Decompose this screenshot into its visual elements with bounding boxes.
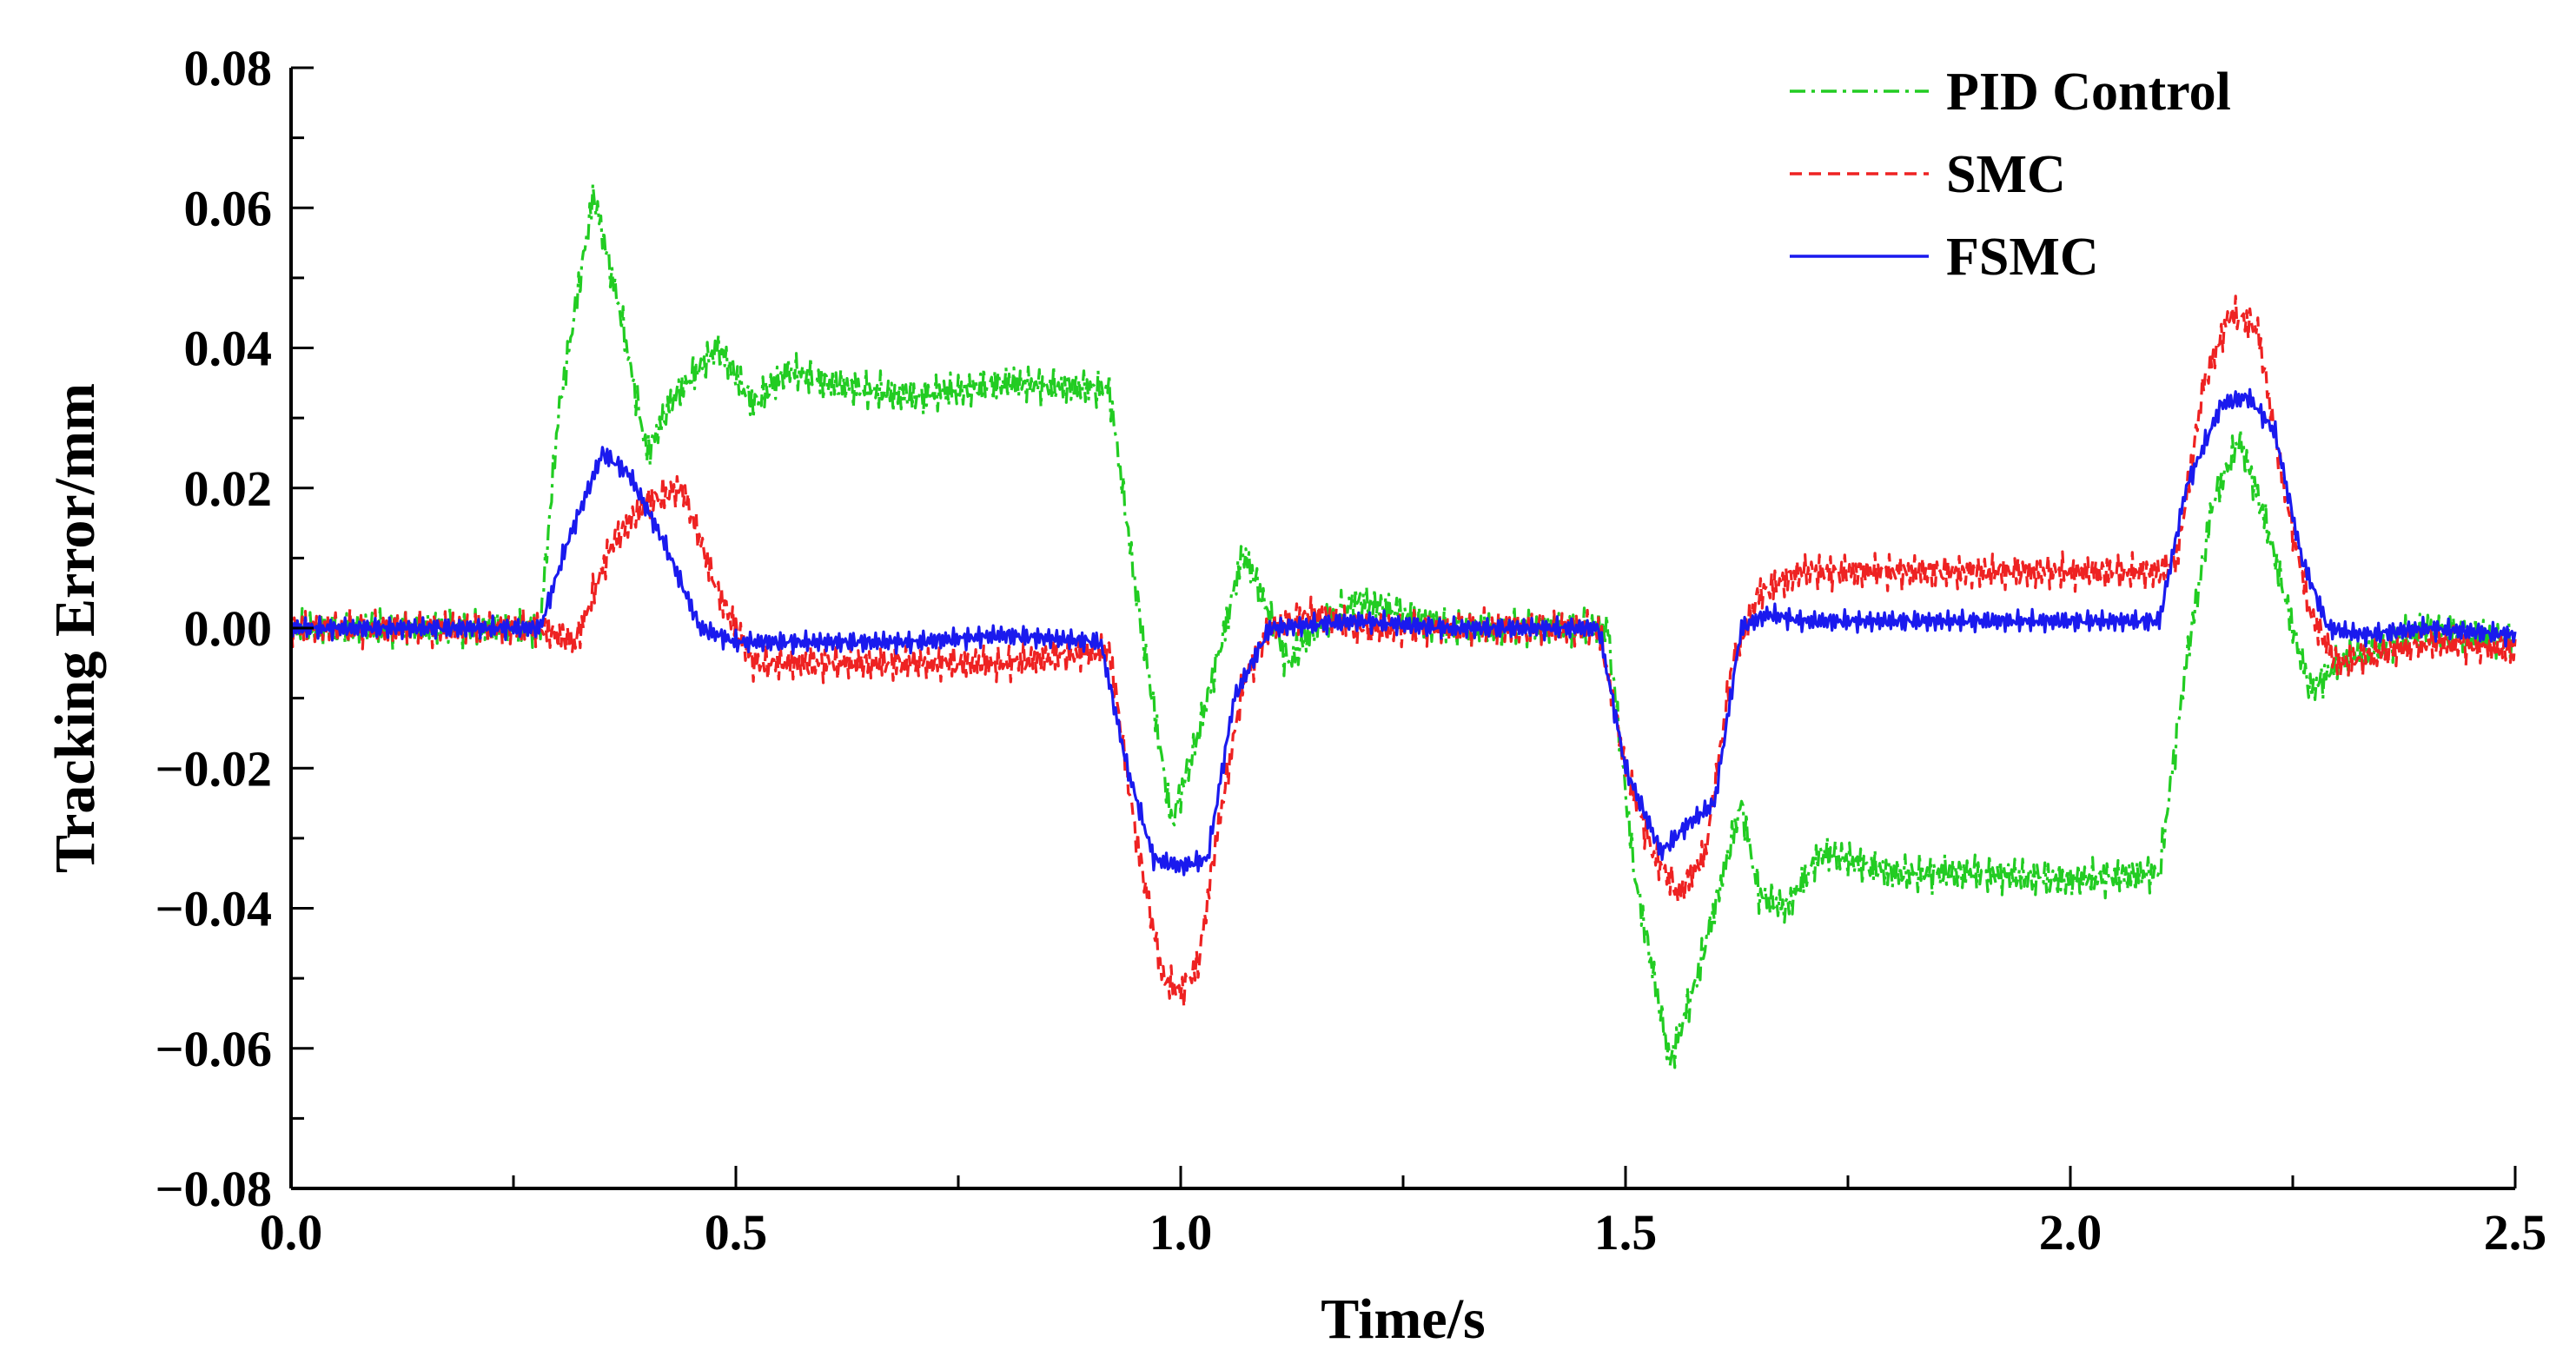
axes: 0.0 0.5 1.0 1.5 2.0 2.5 0.08 0.06 0.04 0.02 0.00 −… (155, 40, 2546, 1261)
x-tick-label: 2.5 (2484, 1204, 2547, 1261)
y-tick-label: 0.06 (184, 180, 273, 236)
y-tick-label: −0.02 (155, 740, 272, 797)
series-line-fsmc (289, 387, 2517, 877)
x-ticks: 0.0 0.5 1.0 1.5 2.0 2.5 (260, 1166, 2547, 1261)
x-tick-label: 0.0 (260, 1204, 323, 1261)
series-line-smc (289, 295, 2517, 1009)
legend: PID Control SMC FSMC (1790, 63, 2231, 287)
y-axis-title: Tracking Error/mm (43, 383, 107, 873)
x-axis-title: Time/s (1321, 1287, 1485, 1351)
legend-label: SMC (1946, 145, 2066, 204)
y-tick-label: 0.08 (184, 40, 273, 96)
x-tick-label: 1.0 (1149, 1204, 1213, 1261)
y-tick-label: 0.00 (184, 600, 273, 657)
x-tick-label: 0.5 (705, 1204, 768, 1261)
legend-label: FSMC (1946, 228, 2099, 287)
y-tick-label: 0.02 (184, 460, 273, 517)
x-tick-label: 1.5 (1594, 1204, 1658, 1261)
series-lines (289, 182, 2517, 1069)
x-tick-label: 2.0 (2039, 1204, 2103, 1261)
y-tick-label: −0.06 (155, 1021, 272, 1077)
y-tick-label: 0.04 (184, 321, 273, 377)
y-tick-label: −0.08 (155, 1161, 272, 1217)
series-line-pid-control (289, 182, 2517, 1069)
legend-label: PID Control (1946, 63, 2231, 122)
y-ticks: 0.08 0.06 0.04 0.02 0.00 −0.02 −0.04 −0.06 −0.08 (155, 40, 314, 1217)
y-tick-label: −0.04 (155, 881, 272, 937)
